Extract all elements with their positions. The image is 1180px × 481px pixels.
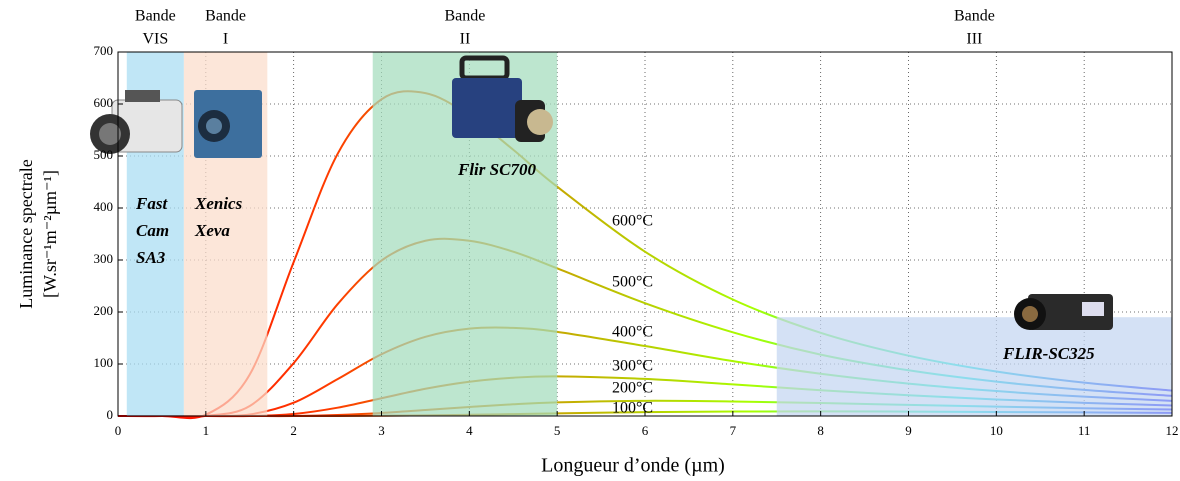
camera-label: SA3 (136, 248, 166, 267)
camera-label: Cam (136, 221, 169, 240)
x-tick-label: 12 (1166, 423, 1179, 438)
x-tick-label: 9 (905, 423, 912, 438)
band-label: Bande (954, 8, 995, 25)
y-tick-label: 700 (94, 43, 114, 58)
y-axis-label: Luminance spectrale (16, 159, 36, 308)
x-tick-label: 11 (1078, 423, 1091, 438)
camera-label: FLIR-SC325 (1002, 344, 1095, 363)
band (776, 317, 1172, 416)
x-tick-label: 10 (990, 423, 1003, 438)
curve-label: 600°C (612, 213, 653, 230)
curve-label: 200°C (612, 380, 653, 397)
xenics-icon (194, 90, 262, 158)
y-tick-label: 0 (107, 407, 114, 422)
flir-sc325-icon (1014, 294, 1113, 330)
curve-label: 300°C (612, 358, 653, 375)
y-axis-label: [W.sr⁻¹m⁻²µm⁻¹] (40, 170, 60, 298)
y-tick-label: 300 (94, 251, 114, 266)
y-tick-label: 500 (94, 147, 114, 162)
camera-label: Xeva (194, 221, 230, 240)
x-tick-label: 4 (466, 423, 473, 438)
x-axis-label: Longueur d’onde (µm) (541, 455, 725, 477)
y-tick-label: 200 (94, 303, 114, 318)
x-tick-label: 2 (290, 423, 297, 438)
camera-label: Fast (135, 194, 168, 213)
curve-label: 400°C (612, 324, 653, 341)
x-tick-label: 6 (642, 423, 649, 438)
flir-sc700-icon (452, 55, 553, 142)
x-tick-label: 0 (115, 423, 122, 438)
curve-label: 500°C (612, 274, 653, 291)
x-tick-label: 8 (817, 423, 824, 438)
y-tick-label: 600 (94, 95, 114, 110)
camera-icons (90, 55, 1113, 330)
y-tick-label: 100 (94, 355, 114, 370)
band-label: VIS (142, 31, 168, 48)
curve-label: 100°C (612, 400, 653, 417)
x-tick-label: 5 (554, 423, 561, 438)
band-label: Bande (445, 8, 486, 25)
band-label: II (460, 31, 471, 48)
x-tick-label: 3 (378, 423, 385, 438)
band-label: Bande (135, 8, 176, 25)
band-label: III (966, 31, 982, 48)
camera-label: Flir SC700 (457, 160, 536, 179)
x-tick-label: 1 (203, 423, 210, 438)
fastcam-icon (90, 90, 183, 154)
x-tick-label: 7 (730, 423, 737, 438)
band-label: I (223, 31, 228, 48)
camera-label: Xenics (194, 194, 243, 213)
band-label: Bande (205, 8, 246, 25)
y-tick-label: 400 (94, 199, 114, 214)
